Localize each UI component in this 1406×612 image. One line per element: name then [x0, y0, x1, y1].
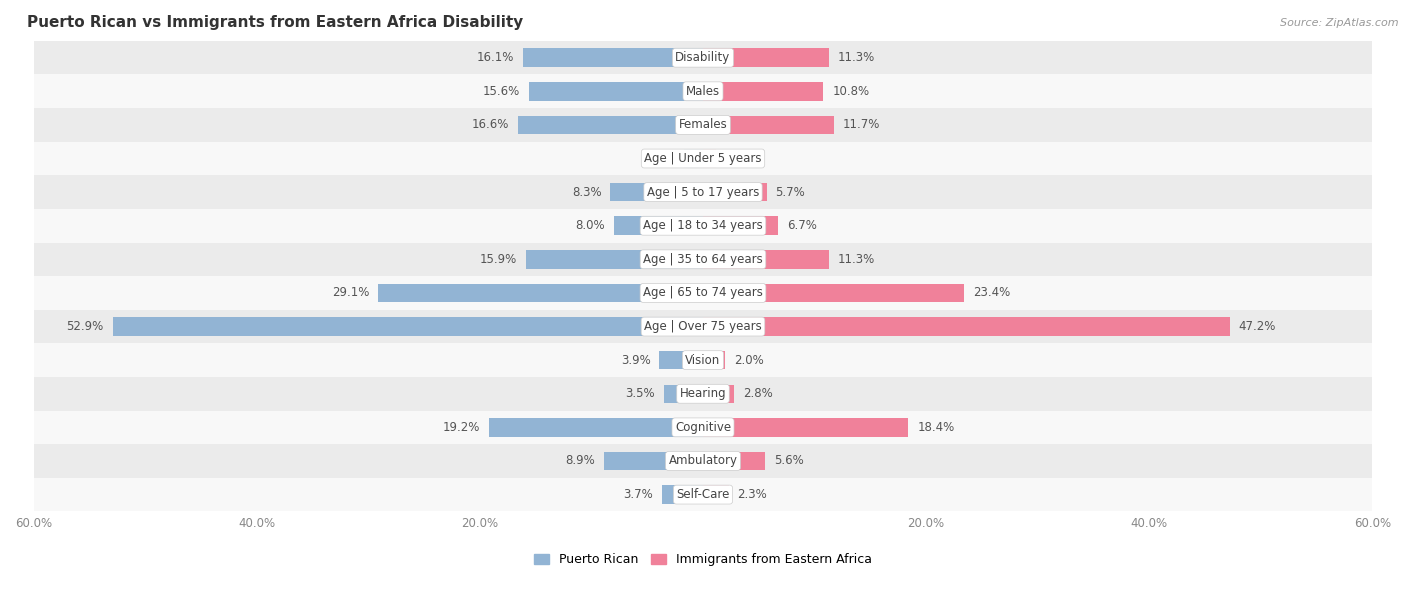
- Text: Age | Under 5 years: Age | Under 5 years: [644, 152, 762, 165]
- Bar: [703, 48, 830, 67]
- Text: 11.7%: 11.7%: [842, 118, 880, 132]
- Text: Disability: Disability: [675, 51, 731, 64]
- Bar: [614, 217, 703, 235]
- Bar: [703, 317, 1230, 336]
- Legend: Puerto Rican, Immigrants from Eastern Africa: Puerto Rican, Immigrants from Eastern Af…: [534, 553, 872, 566]
- Text: Source: ZipAtlas.com: Source: ZipAtlas.com: [1281, 18, 1399, 28]
- Text: 1.7%: 1.7%: [645, 152, 675, 165]
- Text: 6.7%: 6.7%: [787, 219, 817, 232]
- Text: 52.9%: 52.9%: [66, 320, 104, 333]
- Bar: [112, 317, 703, 336]
- Bar: [703, 183, 766, 201]
- Text: Self-Care: Self-Care: [676, 488, 730, 501]
- Text: 15.9%: 15.9%: [479, 253, 516, 266]
- Bar: [703, 485, 728, 504]
- Bar: [703, 82, 824, 100]
- Text: Age | 65 to 74 years: Age | 65 to 74 years: [643, 286, 763, 299]
- Bar: [703, 217, 778, 235]
- Text: Hearing: Hearing: [679, 387, 727, 400]
- Text: 8.9%: 8.9%: [565, 455, 595, 468]
- Text: 10.8%: 10.8%: [832, 85, 869, 98]
- Text: 23.4%: 23.4%: [973, 286, 1011, 299]
- Bar: [703, 384, 734, 403]
- Bar: [34, 242, 1372, 276]
- Bar: [34, 142, 1372, 175]
- Bar: [34, 209, 1372, 242]
- Bar: [703, 116, 834, 134]
- Bar: [610, 183, 703, 201]
- Text: 2.0%: 2.0%: [734, 354, 763, 367]
- Bar: [662, 485, 703, 504]
- Bar: [34, 108, 1372, 142]
- Text: 16.6%: 16.6%: [471, 118, 509, 132]
- Bar: [34, 175, 1372, 209]
- Bar: [34, 343, 1372, 377]
- Text: Age | Over 75 years: Age | Over 75 years: [644, 320, 762, 333]
- Bar: [703, 452, 765, 470]
- Text: 2.8%: 2.8%: [744, 387, 773, 400]
- Text: Age | 5 to 17 years: Age | 5 to 17 years: [647, 185, 759, 199]
- Bar: [34, 444, 1372, 478]
- Text: Age | 18 to 34 years: Age | 18 to 34 years: [643, 219, 763, 232]
- Text: 11.3%: 11.3%: [838, 253, 876, 266]
- Text: 5.7%: 5.7%: [776, 185, 806, 199]
- Text: 3.5%: 3.5%: [626, 387, 655, 400]
- Bar: [34, 276, 1372, 310]
- Text: 16.1%: 16.1%: [477, 51, 515, 64]
- Bar: [659, 351, 703, 370]
- Bar: [34, 310, 1372, 343]
- Bar: [685, 149, 703, 168]
- Text: 8.0%: 8.0%: [575, 219, 605, 232]
- Text: Age | 35 to 64 years: Age | 35 to 64 years: [643, 253, 763, 266]
- Text: Ambulatory: Ambulatory: [668, 455, 738, 468]
- Bar: [603, 452, 703, 470]
- Bar: [703, 284, 965, 302]
- Bar: [489, 418, 703, 436]
- Text: 15.6%: 15.6%: [482, 85, 520, 98]
- Bar: [664, 384, 703, 403]
- Bar: [703, 351, 725, 370]
- Text: 3.7%: 3.7%: [623, 488, 652, 501]
- Bar: [34, 478, 1372, 512]
- Text: Cognitive: Cognitive: [675, 421, 731, 434]
- Bar: [34, 377, 1372, 411]
- Bar: [703, 149, 717, 168]
- Text: 19.2%: 19.2%: [443, 421, 479, 434]
- Text: 1.2%: 1.2%: [725, 152, 755, 165]
- Text: 5.6%: 5.6%: [775, 455, 804, 468]
- Text: 3.9%: 3.9%: [621, 354, 651, 367]
- Bar: [517, 116, 703, 134]
- Text: 18.4%: 18.4%: [917, 421, 955, 434]
- Bar: [378, 284, 703, 302]
- Text: Vision: Vision: [685, 354, 721, 367]
- Text: 8.3%: 8.3%: [572, 185, 602, 199]
- Text: 29.1%: 29.1%: [332, 286, 370, 299]
- Bar: [703, 418, 908, 436]
- Bar: [34, 411, 1372, 444]
- Text: 11.3%: 11.3%: [838, 51, 876, 64]
- Text: 2.3%: 2.3%: [738, 488, 768, 501]
- Bar: [34, 75, 1372, 108]
- Bar: [529, 82, 703, 100]
- Bar: [703, 250, 830, 269]
- Text: Puerto Rican vs Immigrants from Eastern Africa Disability: Puerto Rican vs Immigrants from Eastern …: [27, 15, 523, 30]
- Text: Females: Females: [679, 118, 727, 132]
- Bar: [523, 48, 703, 67]
- Text: Males: Males: [686, 85, 720, 98]
- Bar: [34, 41, 1372, 75]
- Bar: [526, 250, 703, 269]
- Text: 47.2%: 47.2%: [1239, 320, 1275, 333]
